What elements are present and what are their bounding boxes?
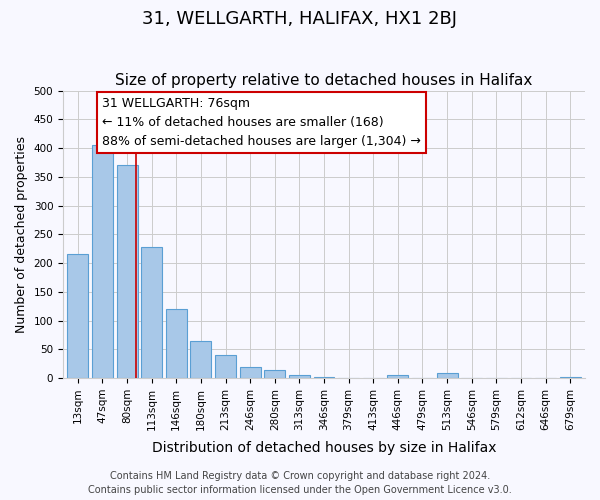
Bar bbox=[141, 247, 162, 378]
Bar bbox=[166, 309, 187, 378]
Bar bbox=[289, 375, 310, 378]
Bar bbox=[437, 374, 458, 378]
Bar bbox=[239, 366, 260, 378]
Bar bbox=[560, 377, 581, 378]
Y-axis label: Number of detached properties: Number of detached properties bbox=[15, 136, 28, 333]
Text: 31, WELLGARTH, HALIFAX, HX1 2BJ: 31, WELLGARTH, HALIFAX, HX1 2BJ bbox=[143, 10, 458, 28]
Bar bbox=[215, 355, 236, 378]
Bar bbox=[265, 370, 285, 378]
Bar bbox=[67, 254, 88, 378]
Bar bbox=[116, 166, 137, 378]
Bar bbox=[92, 145, 113, 378]
Bar bbox=[314, 377, 334, 378]
Text: 31 WELLGARTH: 76sqm
← 11% of detached houses are smaller (168)
88% of semi-detac: 31 WELLGARTH: 76sqm ← 11% of detached ho… bbox=[103, 98, 421, 148]
X-axis label: Distribution of detached houses by size in Halifax: Distribution of detached houses by size … bbox=[152, 441, 496, 455]
Title: Size of property relative to detached houses in Halifax: Size of property relative to detached ho… bbox=[115, 73, 533, 88]
Bar bbox=[190, 340, 211, 378]
Bar bbox=[388, 375, 409, 378]
Text: Contains HM Land Registry data © Crown copyright and database right 2024.
Contai: Contains HM Land Registry data © Crown c… bbox=[88, 471, 512, 495]
